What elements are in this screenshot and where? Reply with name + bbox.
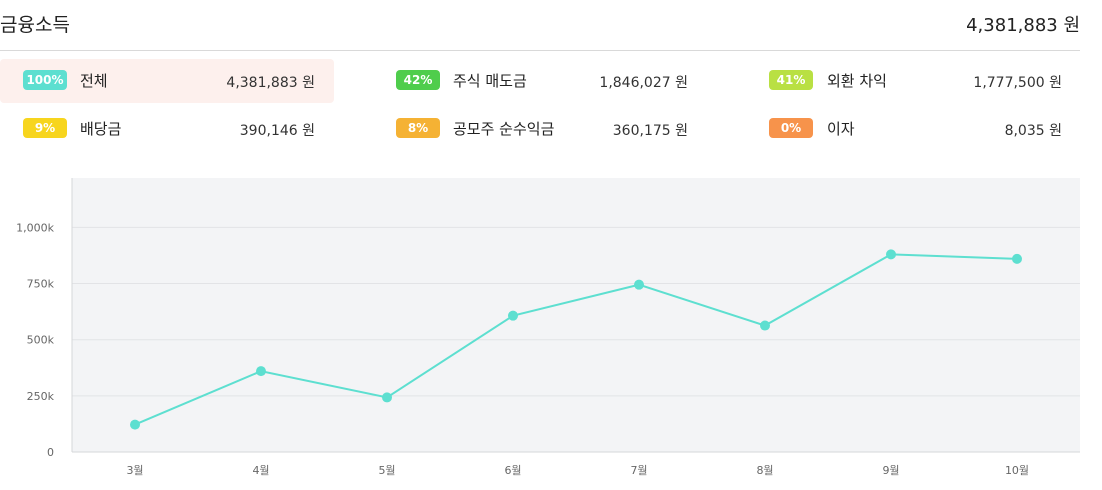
category-name: 주식 매도금	[453, 72, 527, 90]
x-tick-label: 3월	[126, 464, 143, 477]
y-tick-label: 750k	[27, 278, 55, 291]
category-dividend[interactable]: 9% 배당금 390,146 원	[0, 107, 334, 151]
category-amount: 4,381,883 원	[226, 75, 315, 91]
category-amount: 360,175 원	[612, 123, 688, 139]
total-amount: 4,381,883 원	[966, 15, 1080, 36]
x-tick-label: 7월	[630, 464, 647, 477]
percent-badge: 9%	[23, 118, 67, 138]
percent-badge: 0%	[769, 118, 813, 138]
income-line-chart: 0 250k 500k 750k 1,000k 3월 4월 5월 6월 7월 8월 9월 10월	[16, 178, 1080, 477]
category-amount: 390,146 원	[239, 123, 315, 139]
category-name: 외환 차익	[827, 72, 887, 90]
category-stock-sale[interactable]: 42% 주식 매도금 1,846,027 원	[374, 59, 708, 103]
percent-badge: 8%	[396, 118, 440, 138]
category-name: 배당금	[80, 120, 122, 138]
data-point	[256, 366, 266, 377]
plot-area	[72, 178, 1080, 452]
data-point	[760, 320, 770, 331]
category-all[interactable]: 100% 전체 4,381,883 원	[0, 59, 334, 103]
y-tick-label: 250k	[27, 390, 55, 403]
data-point	[508, 310, 518, 321]
category-name: 전체	[80, 72, 108, 90]
category-ipo-profit[interactable]: 8% 공모주 순수익금 360,175 원	[374, 107, 708, 151]
category-name: 공모주 순수익금	[453, 120, 555, 138]
y-tick-label: 500k	[27, 334, 55, 347]
x-tick-label: 5월	[378, 464, 395, 477]
data-point	[886, 249, 896, 260]
data-point	[634, 279, 644, 290]
category-amount: 8,035 원	[1004, 123, 1062, 139]
y-tick-label: 0	[47, 446, 54, 459]
section-title: 금융소득	[0, 14, 70, 36]
data-point	[130, 419, 140, 430]
category-interest[interactable]: 0% 이자 8,035 원	[748, 107, 1082, 151]
category-amount: 1,777,500 원	[973, 75, 1062, 91]
x-tick-label: 9월	[882, 464, 899, 477]
percent-badge: 41%	[769, 70, 813, 90]
series-line	[134, 253, 1018, 426]
percent-badge: 42%	[396, 70, 440, 90]
x-tick-label: 6월	[504, 464, 521, 477]
category-amount: 1,846,027 원	[599, 75, 688, 91]
percent-badge: 100%	[23, 70, 67, 90]
section-header: 금융소득 4,381,883 원	[0, 0, 1080, 51]
x-tick-label: 10월	[1005, 464, 1029, 477]
data-point	[1012, 253, 1022, 264]
data-point	[382, 392, 392, 403]
category-name: 이자	[827, 120, 855, 138]
y-tick-label: 1,000k	[16, 221, 54, 234]
x-tick-label: 8월	[756, 464, 773, 477]
category-fx-gain[interactable]: 41% 외환 차익 1,777,500 원	[748, 59, 1082, 103]
x-tick-label: 4월	[252, 464, 269, 477]
